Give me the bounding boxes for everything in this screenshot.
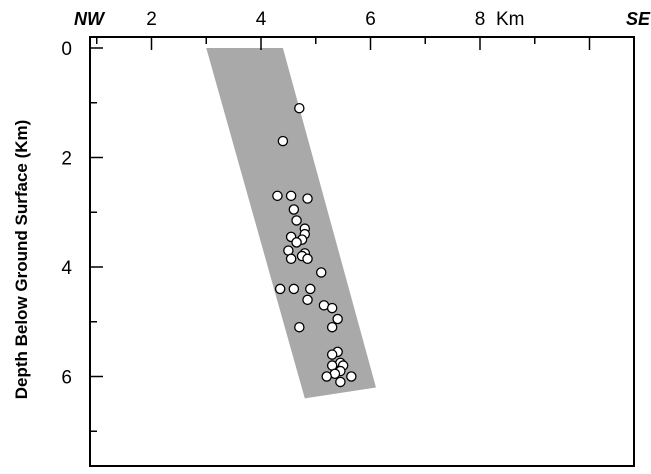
data-point bbox=[302, 253, 313, 265]
y-tick-labels: 0 2 4 6 bbox=[61, 39, 72, 389]
direction-label-nw: NW bbox=[74, 9, 106, 29]
data-point bbox=[315, 267, 327, 278]
y-tick-label: 2 bbox=[61, 149, 72, 170]
y-axis-title: Depth Below Ground Surface (Km) bbox=[12, 120, 31, 400]
data-point bbox=[305, 283, 316, 295]
data-point bbox=[291, 237, 302, 248]
y-tick-label: 6 bbox=[61, 368, 72, 389]
data-point bbox=[346, 371, 357, 382]
data-point bbox=[291, 215, 302, 226]
data-point bbox=[332, 313, 343, 325]
data-point bbox=[272, 190, 283, 202]
data-point bbox=[288, 204, 300, 215]
direction-label-se: SE bbox=[626, 9, 651, 29]
fault-zone-band bbox=[206, 48, 376, 399]
data-point bbox=[326, 302, 338, 314]
data-point bbox=[285, 253, 297, 265]
data-point bbox=[288, 283, 300, 295]
data-point bbox=[302, 193, 313, 204]
plot-frame bbox=[89, 36, 635, 467]
x-tick-label: 6 bbox=[365, 9, 376, 30]
data-point bbox=[294, 102, 305, 114]
x-unit-label: Km bbox=[496, 9, 525, 30]
x-tick-label: 4 bbox=[256, 9, 267, 30]
data-point bbox=[302, 294, 313, 306]
hypocenter-points bbox=[272, 102, 357, 388]
data-point bbox=[326, 349, 338, 360]
data-point bbox=[335, 376, 346, 388]
x-tick-label: 2 bbox=[146, 9, 157, 30]
x-tick-labels: 2 4 6 8 bbox=[146, 9, 485, 30]
y-tick-label: 0 bbox=[61, 39, 72, 60]
data-point bbox=[285, 190, 297, 202]
data-point bbox=[294, 321, 305, 333]
data-point bbox=[277, 135, 289, 147]
data-point bbox=[326, 321, 338, 333]
x-tick-label: 8 bbox=[475, 9, 486, 30]
y-tick-label: 4 bbox=[61, 258, 72, 279]
data-point bbox=[321, 371, 332, 382]
axis-ticks bbox=[90, 37, 591, 432]
data-point bbox=[274, 283, 286, 295]
